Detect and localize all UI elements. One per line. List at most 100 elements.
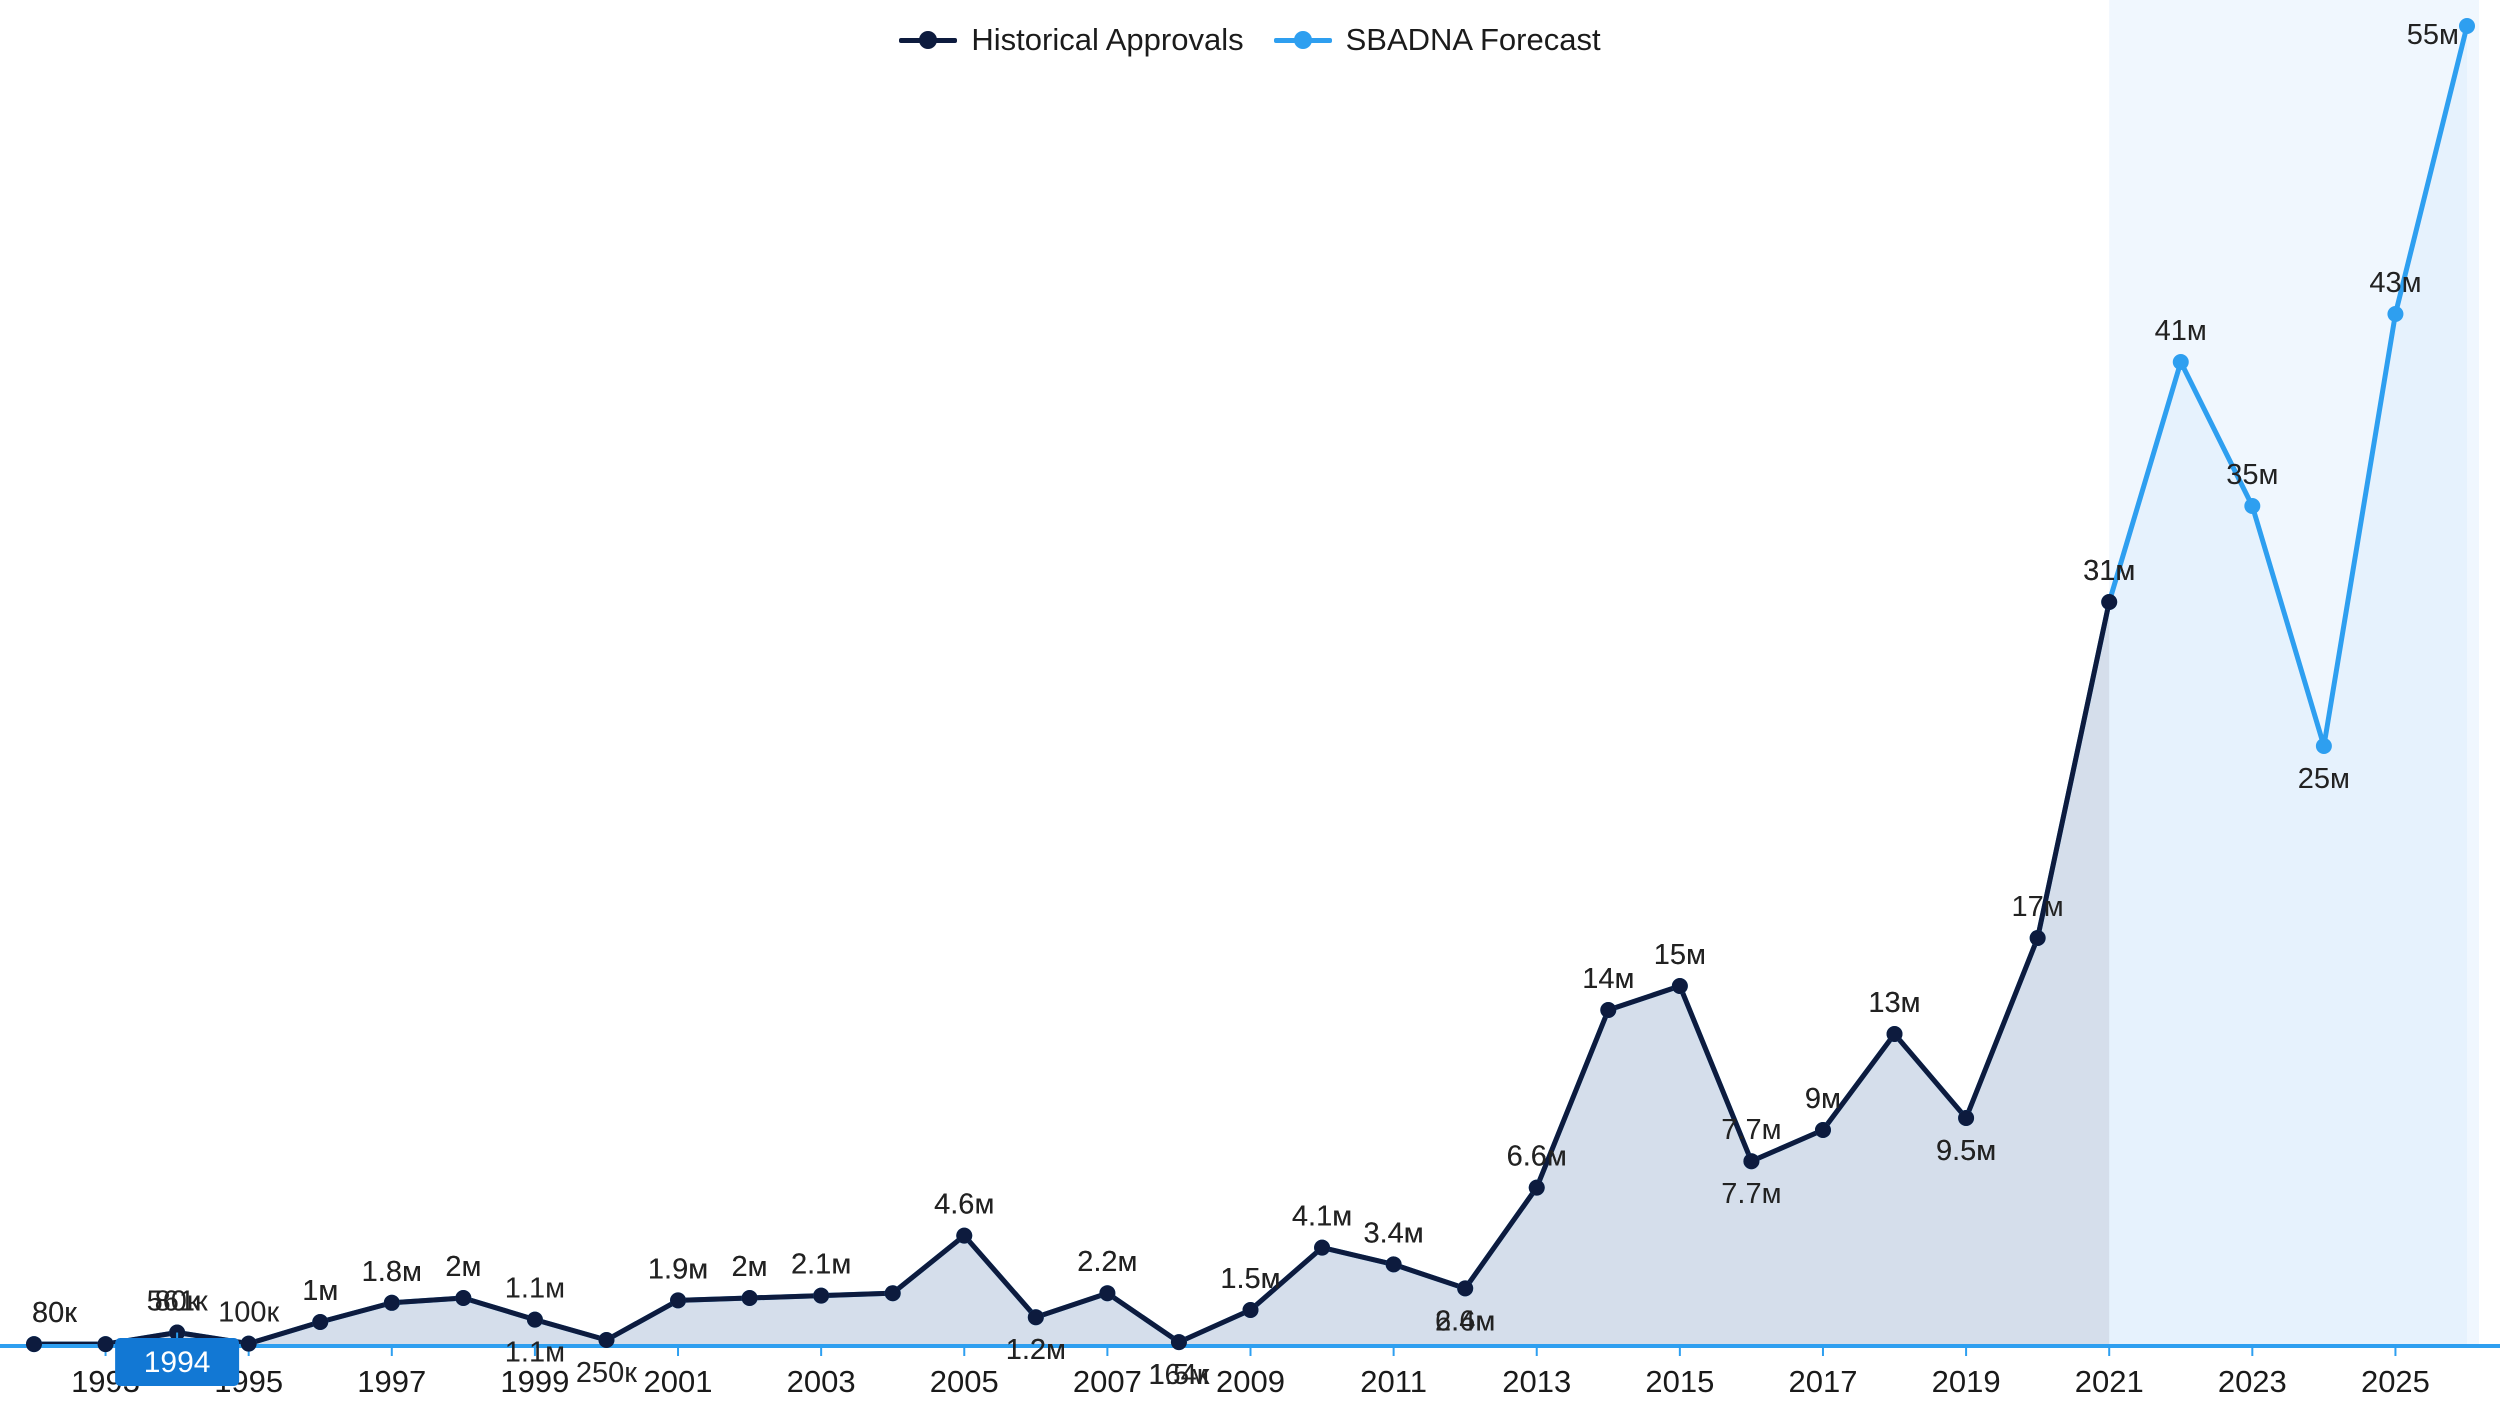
- legend-item-historical[interactable]: Historical Approvals: [899, 22, 1244, 58]
- historical-data-label: 9м: [1805, 1083, 1841, 1115]
- forecast-point[interactable]: [2244, 498, 2261, 514]
- chart-legend: Historical Approvals SBADNA Forecast: [0, 22, 2500, 58]
- historical-point[interactable]: [1457, 1280, 1474, 1297]
- historical-data-label: 164к: [1148, 1359, 1209, 1391]
- historical-data-label: 1.2м: [1006, 1334, 1066, 1366]
- forecast-area: [34, 26, 2467, 1346]
- historical-data-label: 250к: [576, 1357, 637, 1389]
- historical-point[interactable]: [956, 1227, 973, 1244]
- forecast-data-label: 4.1м: [1292, 1201, 1352, 1233]
- historical-point[interactable]: [455, 1290, 472, 1306]
- forecast-data-label: 2м: [732, 1251, 768, 1283]
- forecast-data-label: 1.1м: [505, 1273, 565, 1305]
- forecast-data-label: 561к: [147, 1286, 208, 1318]
- historical-point[interactable]: [1886, 1026, 1903, 1042]
- forecast-data-label: 9м: [1805, 1083, 1841, 1115]
- x-tick-label: 2007: [1073, 1364, 1142, 1399]
- historical-point[interactable]: [884, 1285, 901, 1302]
- x-tick-label: 2021: [2075, 1364, 2144, 1399]
- historical-data-label: 2.1м: [791, 1249, 851, 1281]
- historical-point[interactable]: [1385, 1256, 1402, 1273]
- forecast-data-label: 4.6м: [934, 1189, 994, 1221]
- historical-point[interactable]: [1600, 1002, 1617, 1018]
- historical-point[interactable]: [813, 1287, 830, 1304]
- historical-data-label: 2.4м: [1435, 1305, 1495, 1337]
- historical-data-label: 1.1м: [505, 1337, 565, 1369]
- historical-point[interactable]: [741, 1290, 758, 1306]
- historical-point[interactable]: [1027, 1309, 1044, 1326]
- forecast-data-label: 1.5м: [1149, 1359, 1209, 1391]
- forecast-point[interactable]: [2459, 18, 2475, 34]
- historical-point[interactable]: [1743, 1153, 1760, 1170]
- forecast-data-label: 3.4м: [1363, 1217, 1423, 1249]
- historical-data-label: 4.1м: [1292, 1201, 1352, 1233]
- forecast-data-label: 1.5м: [1220, 1263, 1280, 1295]
- historical-point[interactable]: [1099, 1285, 1116, 1302]
- historical-point[interactable]: [1958, 1110, 1975, 1126]
- historical-point[interactable]: [1671, 978, 1688, 994]
- historical-point[interactable]: [1170, 1334, 1187, 1351]
- historical-point[interactable]: [240, 1335, 257, 1352]
- forecast-point[interactable]: [2387, 306, 2404, 322]
- historical-point[interactable]: [2029, 930, 2046, 946]
- crosshair-badge: [115, 1338, 240, 1386]
- forecast-data-label: 55м: [2407, 19, 2459, 51]
- historical-data-label: 80к: [155, 1286, 200, 1318]
- x-tick-label: 2025: [2361, 1364, 2430, 1399]
- legend-swatch-historical: [899, 31, 958, 49]
- x-tick-label: 2019: [1932, 1364, 2001, 1399]
- historical-point[interactable]: [1528, 1179, 1545, 1196]
- forecast-data-label: 2.2м: [1077, 1246, 1137, 1278]
- historical-data-label: 2м: [732, 1251, 768, 1283]
- forecast-data-label: 13м: [1868, 987, 1920, 1019]
- historical-point[interactable]: [1242, 1302, 1259, 1318]
- x-tick-label: 1999: [500, 1364, 569, 1399]
- legend-label-forecast: SBADNA Forecast: [1345, 22, 1601, 57]
- historical-point[interactable]: [1814, 1122, 1831, 1138]
- historical-point[interactable]: [97, 1336, 114, 1353]
- forecast-point[interactable]: [2315, 738, 2332, 754]
- historical-point[interactable]: [1314, 1239, 1331, 1256]
- forecast-data-label: 1м: [302, 1275, 338, 1307]
- historical-point[interactable]: [598, 1332, 615, 1348]
- historical-data-label: 15м: [1654, 939, 1706, 971]
- historical-point[interactable]: [26, 1336, 42, 1353]
- forecast-data-label: 2м: [445, 1251, 481, 1283]
- forecast-data-label: 7.7м: [1721, 1114, 1781, 1146]
- x-tick-label: 2001: [644, 1364, 713, 1399]
- forecast-data-label: 1.2м: [1006, 1334, 1066, 1366]
- forecast-point[interactable]: [2172, 354, 2189, 370]
- historical-data-label: 2.2м: [1077, 1246, 1137, 1278]
- x-tick-label: 2005: [930, 1364, 999, 1399]
- historical-point[interactable]: [312, 1314, 329, 1330]
- historical-data-label: 31м: [2083, 555, 2135, 587]
- x-tick-label: 2009: [1216, 1364, 1285, 1399]
- forecast-data-label: 80к: [32, 1297, 77, 1329]
- historical-data-label: 1.9м: [648, 1253, 708, 1285]
- forecast-data-label: 43м: [2369, 267, 2421, 299]
- historical-point[interactable]: [526, 1311, 543, 1328]
- historical-data-label: 1м: [302, 1275, 338, 1307]
- x-tick-label: 2011: [1360, 1364, 1427, 1399]
- x-tick-label: 2023: [2218, 1364, 2287, 1399]
- legend-item-forecast[interactable]: SBADNA Forecast: [1273, 22, 1601, 58]
- x-tick-label: 2003: [787, 1364, 856, 1399]
- forecast-data-label: 17м: [2012, 891, 2064, 923]
- crosshair-label: 1994: [144, 1346, 211, 1379]
- historical-point[interactable]: [383, 1294, 400, 1311]
- x-tick-label: 1997: [357, 1364, 426, 1399]
- x-tick-label: 2013: [1502, 1364, 1571, 1399]
- historical-data-label: 2м: [445, 1251, 481, 1283]
- historical-point[interactable]: [670, 1292, 687, 1309]
- forecast-data-label: 35м: [2226, 459, 2278, 491]
- historical-data-label: 9.5м: [1936, 1135, 1996, 1167]
- forecast-data-label: 1.8м: [362, 1256, 422, 1288]
- forecast-data-label: 6.6м: [1435, 1305, 1495, 1337]
- historical-area: [34, 602, 2110, 1346]
- historical-data-label: 7.7м: [1721, 1178, 1781, 1210]
- forecast-data-label: 31м: [2083, 555, 2135, 587]
- x-tick-label: 2015: [1645, 1364, 1714, 1399]
- historical-point[interactable]: [2101, 594, 2118, 610]
- forecast-data-label: 14м: [1582, 963, 1634, 995]
